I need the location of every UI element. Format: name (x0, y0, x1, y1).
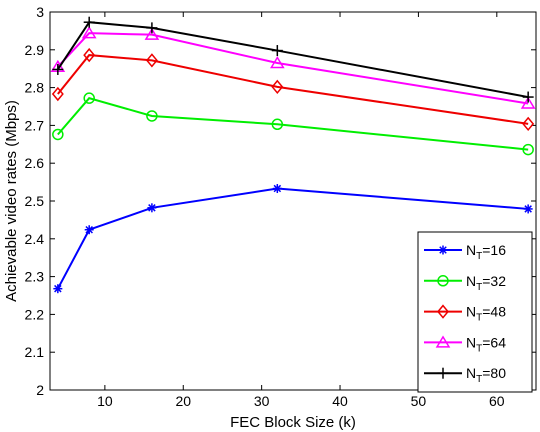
legend-label: NT=32 (466, 273, 506, 293)
data-point (271, 79, 284, 95)
y-tick-label: 2.6 (25, 155, 45, 171)
y-tick-label: 2.1 (25, 344, 45, 360)
y-tick-label: 2.4 (25, 231, 45, 247)
legend-marker (437, 275, 449, 287)
axis-ticks: 10 20 30 40 50 60 2 2.1 2.2 2.3 2.4 2.5 2.6 2.7 2.8 2.9… (25, 4, 536, 409)
data-point (53, 284, 63, 294)
data-point (145, 53, 158, 68)
data-point (522, 116, 535, 132)
data-point (146, 22, 158, 34)
legend-label: NT=64 (466, 334, 506, 354)
legend-label: NT=48 (466, 304, 506, 324)
series-32 (52, 92, 534, 156)
y-tick-label: 2.2 (25, 306, 45, 322)
data-point (520, 96, 536, 109)
data-point (523, 204, 533, 214)
legend-label: NT=16 (466, 242, 506, 262)
data-point (144, 27, 160, 40)
series-line (57, 97, 529, 151)
data-point (271, 45, 283, 57)
legend-entry: NT=64 (424, 334, 506, 354)
series-80 (52, 16, 534, 103)
y-tick-label: 2.8 (25, 80, 45, 96)
legend: NT=16 NT=32 NT=48 NT=64 NT=80 (417, 231, 533, 393)
data-point (52, 128, 64, 141)
x-tick-label: 10 (97, 393, 113, 409)
legend-marker (437, 367, 449, 379)
legend-marker (435, 335, 451, 348)
series-line (57, 32, 529, 105)
x-tick-label: 60 (489, 393, 505, 409)
x-tick-label: 30 (254, 393, 270, 409)
y-tick-label: 2.5 (25, 193, 45, 209)
data-point (522, 143, 534, 156)
y-tick-label: 3 (36, 4, 44, 20)
y-tick-label: 2 (36, 382, 44, 398)
data-point (271, 118, 284, 131)
plot-frame (49, 11, 537, 391)
legend-entry: NT=80 (424, 365, 506, 385)
y-tick-label: 2.3 (25, 269, 45, 285)
legend-entry: NT=32 (424, 273, 506, 293)
x-tick-label: 20 (175, 393, 191, 409)
series-48 (51, 47, 535, 132)
legend-entry: NT=16 (424, 242, 506, 262)
data-point (83, 16, 95, 28)
data-point (522, 91, 534, 103)
y-tick-label: 2.9 (25, 42, 45, 58)
series-64 (50, 26, 536, 109)
series-line (57, 54, 529, 125)
data-point (146, 110, 158, 122)
data-point (83, 47, 96, 63)
data-point (51, 86, 64, 102)
data-point (52, 63, 64, 75)
series-layer (50, 16, 536, 294)
x-tick-label: 50 (411, 393, 427, 409)
data-point (269, 56, 285, 69)
data-point (81, 26, 97, 39)
data-point (83, 92, 95, 104)
x-axis-label: FEC Block Size (k) (230, 414, 356, 431)
legend-label: NT=80 (466, 365, 506, 385)
data-point (84, 225, 94, 235)
x-tick-label: 40 (332, 393, 348, 409)
y-axis-label: Achievable video rates (Mbps) (3, 100, 20, 302)
legend-marker (438, 245, 448, 255)
data-point (147, 203, 157, 213)
data-point (272, 184, 282, 194)
series-16 (53, 184, 533, 294)
legend-marker (437, 304, 449, 319)
legend-entry: NT=48 (424, 304, 506, 324)
axes-box (49, 11, 537, 391)
y-tick-label: 2.7 (25, 117, 45, 133)
